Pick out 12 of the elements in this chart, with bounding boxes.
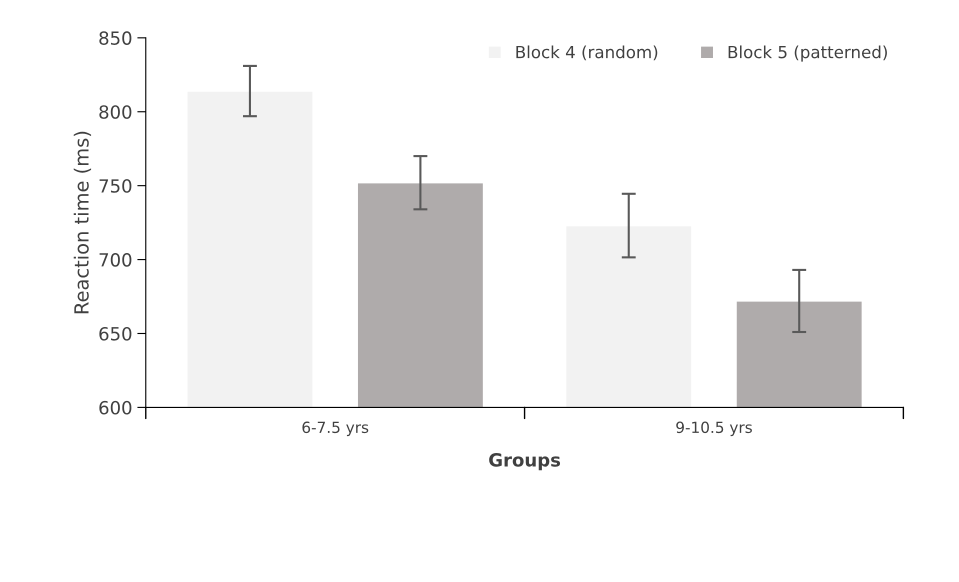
- legend-label: Block 5 (patterned): [728, 45, 887, 62]
- x-tick-label: 9-10.5 yrs: [676, 422, 752, 436]
- y-axis-title: Reaction time (ms): [74, 132, 92, 314]
- y-tick-label: 800: [99, 105, 132, 119]
- y-tick-label: 600: [99, 400, 132, 415]
- y-tick-label: 700: [100, 253, 132, 267]
- y-tick-label: 650: [99, 326, 132, 341]
- legend-label: Block 4 (random): [516, 45, 658, 60]
- x-tick-label: 6-7.5 yrs: [302, 422, 368, 436]
- x-axis-title: Groups: [489, 453, 560, 470]
- y-tick-label: 750: [100, 179, 132, 193]
- y-tick-label: 850: [99, 31, 132, 45]
